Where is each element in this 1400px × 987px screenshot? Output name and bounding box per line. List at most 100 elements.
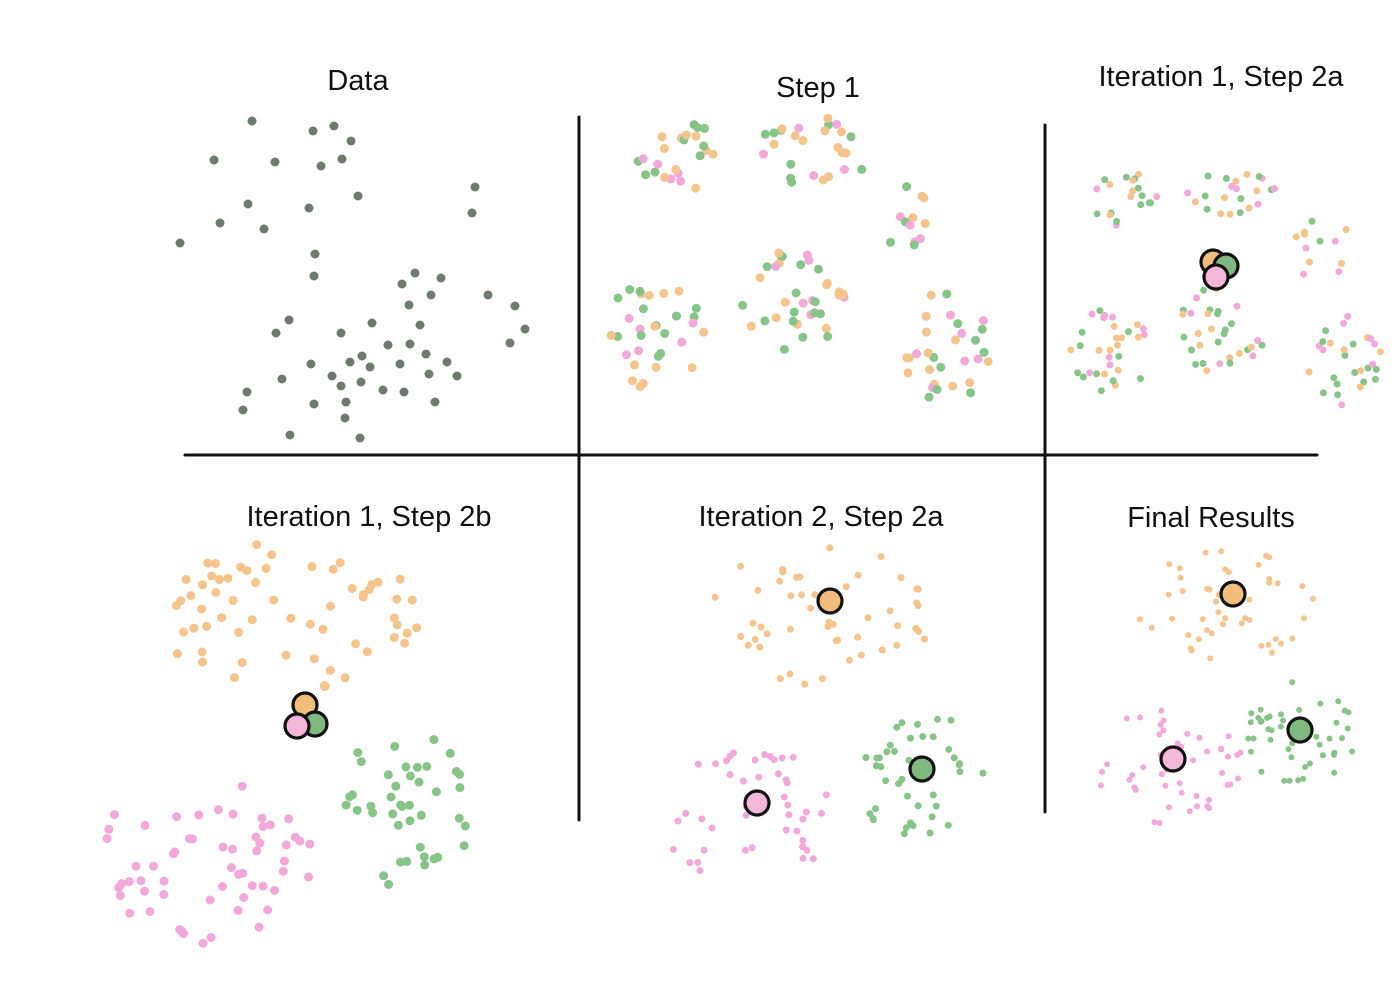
- iter1b-pink-point: [172, 812, 182, 822]
- iter1a-point: [1258, 341, 1266, 349]
- iter1a-point: [1074, 369, 1082, 377]
- step1-point: [977, 324, 987, 334]
- iter2a-orange-point: [763, 630, 771, 638]
- step1-point: [798, 136, 808, 145]
- iter1a-point: [1360, 378, 1368, 386]
- iter1a-point: [1153, 193, 1161, 201]
- final-orange-point: [1246, 596, 1253, 603]
- iter1b-green-point: [386, 792, 396, 802]
- iter1a-point: [1334, 391, 1342, 399]
- data-point: [238, 405, 248, 415]
- final-orange-point: [1206, 586, 1213, 593]
- iter2a-orange-point: [787, 592, 795, 600]
- iter1a-point: [1233, 302, 1241, 310]
- centroid-pink: [1202, 263, 1230, 291]
- iter2a-green-point: [926, 829, 934, 837]
- iter1a-point: [1330, 374, 1338, 382]
- iter1b-pink-point: [194, 810, 204, 820]
- final-orange-point: [1218, 548, 1225, 555]
- iter1b-pink-point: [218, 882, 227, 891]
- iter1a-point: [1106, 346, 1114, 354]
- iter1b-pink-point: [257, 813, 267, 823]
- data-point: [308, 126, 318, 136]
- iter2a-orange-point: [915, 627, 923, 635]
- iter1a-point: [1201, 192, 1209, 200]
- step1-point: [760, 316, 770, 326]
- iter1b-orange-point: [269, 595, 279, 605]
- data-point: [424, 369, 434, 379]
- iter1a-point: [1184, 189, 1192, 197]
- iter2a-pink-point: [785, 811, 793, 819]
- iter1b-pink-point: [233, 905, 243, 915]
- iter2a-green-point: [929, 733, 937, 741]
- iter1b-pink-point: [237, 781, 247, 791]
- iter1b-green-point: [451, 767, 461, 776]
- data-point: [242, 387, 252, 397]
- iter1b-green-point: [420, 860, 430, 870]
- step1-point: [921, 311, 931, 321]
- iter2a-pink-point: [822, 791, 830, 799]
- iter1b-green-point: [388, 809, 398, 819]
- step1-point: [942, 289, 952, 299]
- iter1b-green-point: [345, 792, 355, 802]
- final-pink-point: [1104, 761, 1111, 768]
- step1-point: [624, 313, 634, 323]
- iter2a-orange-point: [854, 633, 862, 641]
- iter1b-green-point: [416, 810, 426, 820]
- step1-point: [660, 329, 670, 338]
- iter2a-pink-point: [741, 846, 749, 854]
- iter1a-point: [1138, 192, 1146, 200]
- final-pink-point: [1157, 721, 1164, 728]
- step1-point: [691, 303, 701, 313]
- iter1a-point: [1221, 194, 1229, 202]
- iter2a-green-point: [947, 716, 955, 724]
- data-point: [340, 413, 350, 423]
- iter1b-pink-point: [304, 872, 313, 882]
- step1-point: [777, 124, 787, 134]
- final-pink-point: [1176, 780, 1183, 787]
- step1-point: [613, 293, 623, 303]
- iter1a-point: [1214, 307, 1222, 315]
- iter1b-orange-point: [186, 591, 196, 601]
- data-point: [247, 116, 257, 126]
- final-orange-point: [1208, 630, 1215, 637]
- iter1b-orange-point: [181, 575, 191, 584]
- iter1a-point: [1232, 177, 1240, 185]
- final-orange-point: [1187, 645, 1194, 652]
- iter1b-pink-point: [159, 889, 169, 899]
- iter2a-green-point: [956, 760, 963, 768]
- final-pink-point: [1156, 820, 1163, 826]
- iter1b-orange-point: [217, 613, 227, 623]
- step1-point: [832, 119, 842, 129]
- panel-title-iteration2-step2a: Iteration 2, Step 2a: [698, 501, 944, 533]
- data-point: [404, 300, 414, 310]
- iter1a-point: [1292, 233, 1300, 241]
- iter1b-orange-point: [214, 575, 224, 584]
- final-orange-point: [1219, 621, 1226, 628]
- iter2a-orange-point: [829, 620, 837, 628]
- iter1a-point: [1377, 348, 1384, 356]
- final-orange-point: [1199, 616, 1206, 623]
- final-green-point: [1331, 769, 1338, 776]
- final-green-point: [1250, 735, 1257, 742]
- final-green-point: [1306, 760, 1313, 767]
- iter2a-pink-point: [782, 776, 790, 784]
- step1-point: [693, 123, 702, 132]
- iter1a-point: [1271, 185, 1278, 193]
- step1-point: [820, 126, 830, 136]
- iter1b-orange-point: [347, 584, 357, 593]
- step1-point: [659, 288, 669, 298]
- final-pink-point: [1190, 757, 1197, 764]
- iter2a-pink-point: [698, 815, 706, 823]
- iter1a-point: [1253, 187, 1261, 195]
- iter2a-orange-point: [845, 656, 853, 664]
- final-pink-point: [1129, 772, 1136, 779]
- iter1a-point: [1105, 353, 1113, 361]
- iter1a-point: [1078, 328, 1086, 336]
- step1-point: [691, 183, 701, 193]
- data-point: [470, 182, 480, 192]
- iter1a-point: [1254, 200, 1262, 208]
- iter1a-point: [1338, 259, 1345, 267]
- iter2a-orange-point: [801, 680, 809, 688]
